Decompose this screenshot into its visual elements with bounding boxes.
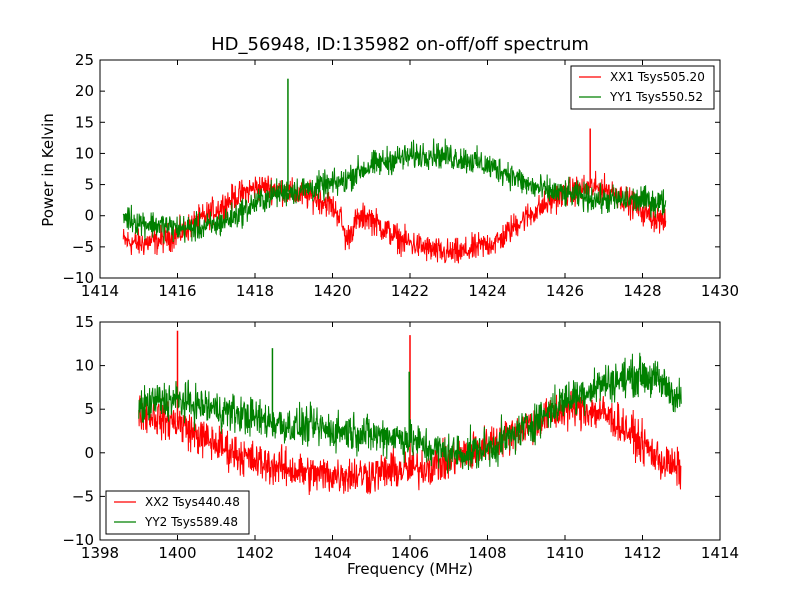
top-panel: 1414 1416 1418 1420 1422 1424 1426 1428 1430 −10 −… <box>62 51 739 300</box>
x-tick-label-0-3: 1420 <box>313 282 351 300</box>
legend-box-0 <box>570 65 715 110</box>
bottom-panel: 1398 1400 1402 1404 1406 1408 1410 1412 1414 −10 −… <box>62 313 739 562</box>
x-tick-label-0-4: 1422 <box>391 282 429 300</box>
y-axis-label: Power in Kelvin <box>39 113 57 227</box>
chart-title: HD_56948, ID:135982 on-off/off spectrum <box>211 34 589 55</box>
x-tick-label-1-7: 1412 <box>623 544 661 562</box>
y-tick-label-0-4: 10 <box>75 144 94 162</box>
y-tick-label-0-1: −5 <box>72 238 94 256</box>
y-tick-label-0-5: 15 <box>75 113 94 131</box>
series-line-1-0 <box>138 390 682 496</box>
x-tick-label-0-0: 1414 <box>81 282 119 300</box>
x-axis-label: Frequency (MHz) <box>346 560 474 578</box>
legend-box-1 <box>105 490 250 535</box>
x-tick-label-1-5: 1408 <box>468 544 506 562</box>
series-line-1-1 <box>138 352 682 474</box>
y-tick-label-1-5: 15 <box>75 313 94 331</box>
x-tick-label-1-3: 1404 <box>313 544 351 562</box>
x-tick-label-1-4: 1406 <box>391 544 429 562</box>
y-tick-label-1-4: 10 <box>75 357 94 375</box>
top-legend: XX1 Tsys505.20 YY1 Tsys550.52 <box>570 65 715 110</box>
y-tick-label-0-6: 20 <box>75 82 94 100</box>
y-tick-label-0-0: −10 <box>62 269 94 287</box>
x-tick-label-0-8: 1430 <box>701 282 739 300</box>
legend-label-0-0: XX1 Tsys505.20 <box>610 70 705 84</box>
x-tick-label-0-1: 1416 <box>158 282 196 300</box>
y-tick-label-1-3: 5 <box>84 400 94 418</box>
x-tick-label-1-2: 1402 <box>236 544 274 562</box>
x-tick-label-0-2: 1418 <box>236 282 274 300</box>
y-tick-label-0-7: 25 <box>75 51 94 69</box>
x-tick-label-1-6: 1410 <box>546 544 584 562</box>
x-tick-label-1-0: 1398 <box>81 544 119 562</box>
legend-label-0-1: YY1 Tsys550.52 <box>609 90 703 104</box>
legend-label-1-1: YY2 Tsys589.48 <box>144 515 238 529</box>
series-line-0-1 <box>122 138 667 244</box>
x-tick-label-0-5: 1424 <box>468 282 506 300</box>
y-tick-label-1-2: 0 <box>84 444 94 462</box>
y-tick-label-1-0: −10 <box>62 531 94 549</box>
y-tick-label-0-3: 5 <box>84 176 94 194</box>
y-tick-label-1-1: −5 <box>72 487 94 505</box>
x-tick-label-0-7: 1428 <box>623 282 661 300</box>
x-tick-label-1-1: 1400 <box>158 544 196 562</box>
series-line-0-0 <box>122 170 667 264</box>
x-tick-label-1-8: 1414 <box>701 544 739 562</box>
legend-label-1-0: XX2 Tsys440.48 <box>145 495 240 509</box>
y-tick-label-0-2: 0 <box>84 207 94 225</box>
x-tick-label-0-6: 1426 <box>546 282 584 300</box>
bottom-legend: XX2 Tsys440.48 YY2 Tsys589.48 <box>105 490 250 535</box>
